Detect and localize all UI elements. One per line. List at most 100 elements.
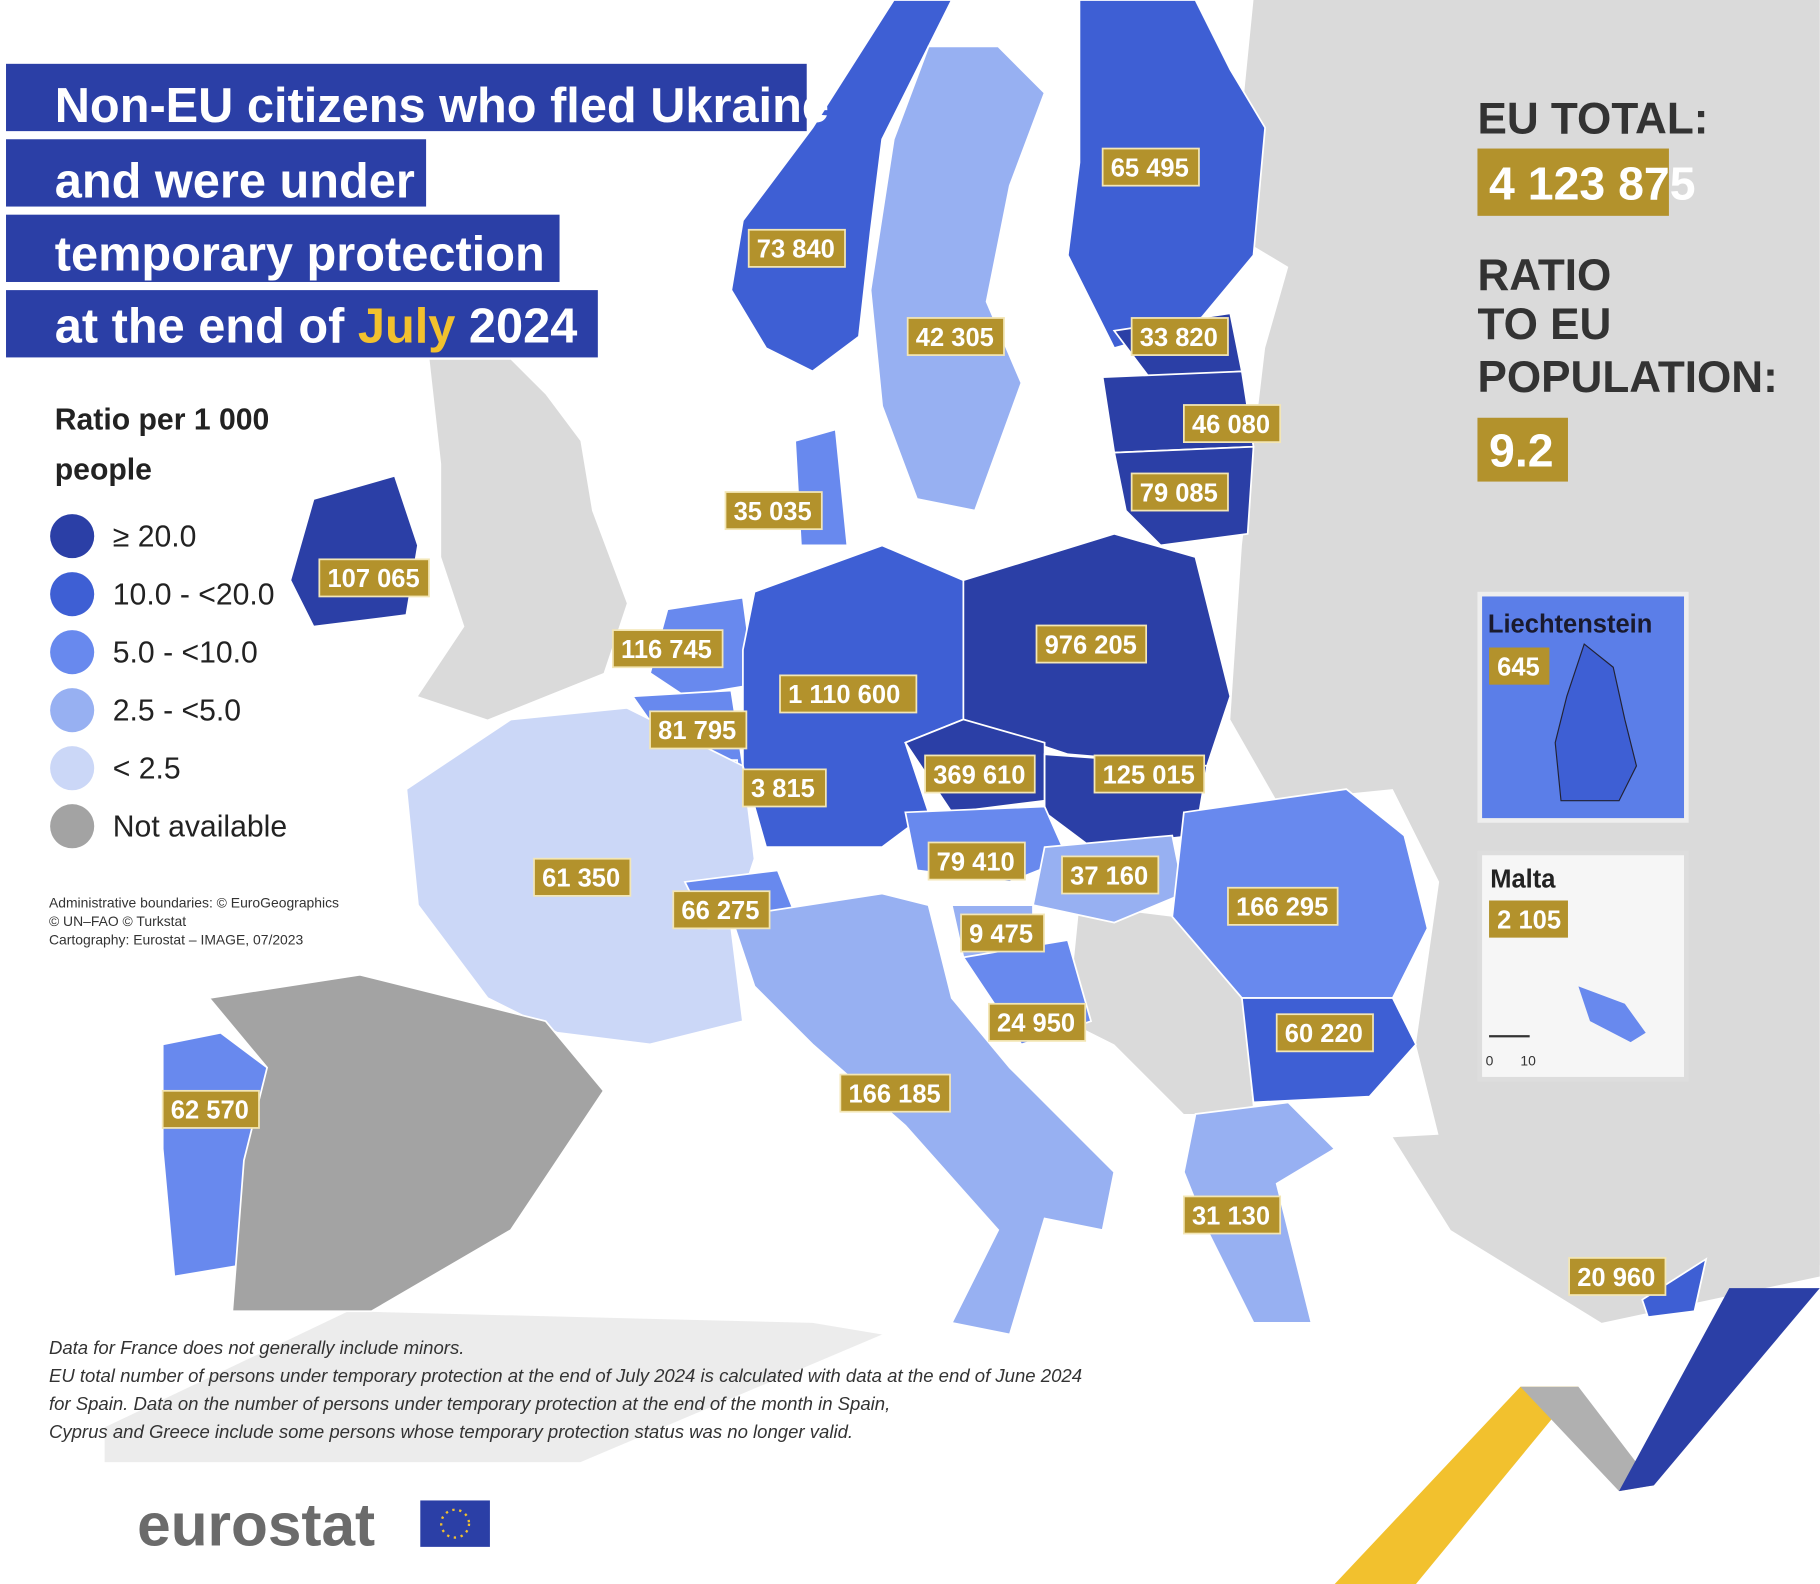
value-label-box <box>1275 1013 1374 1053</box>
value-label-box <box>1061 855 1160 895</box>
value-label-box <box>649 710 748 750</box>
summary-panel: EU TOTAL: 4 123 875 RATIO TO EU POPULATI… <box>1477 94 1778 482</box>
legend-label: 5.0 - <10.0 <box>113 637 258 670</box>
credit-2: © UN–FAO © Turkstat <box>49 913 186 929</box>
value-label-box <box>960 913 1045 953</box>
legend-swatch <box>50 746 95 791</box>
value-label-italy: 166 185 <box>848 1080 940 1108</box>
legend-label: < 2.5 <box>113 753 181 786</box>
value-label-box <box>742 768 827 808</box>
ratio-label-2: TO EU <box>1477 300 1611 349</box>
eu-total-value: 4 123 875 <box>1489 158 1695 210</box>
value-label-denmark: 35 035 <box>734 498 812 526</box>
ratio-label-3: POPULATION: <box>1477 353 1777 402</box>
value-label-box <box>1101 147 1200 187</box>
value-label-cyprus: 20 960 <box>1577 1264 1655 1292</box>
value-label-box <box>1182 404 1282 443</box>
value-label-box <box>988 1002 1087 1042</box>
value-label-box <box>1182 1195 1282 1235</box>
footnotes: Data for France does not generally inclu… <box>49 1337 1082 1442</box>
value-label-box <box>747 228 846 268</box>
value-label-poland: 976 205 <box>1045 631 1137 659</box>
credit-3: Cartography: Eurostat – IMAGE, 07/2023 <box>49 932 304 948</box>
inset-value: 2 105 <box>1497 906 1561 934</box>
value-label-portugal: 62 570 <box>171 1097 249 1125</box>
title-year: 2024 <box>455 299 577 353</box>
value-label-belgium: 81 795 <box>658 717 736 745</box>
value-label-box <box>612 629 724 669</box>
legend-title-1: Ratio per 1 000 <box>55 403 270 436</box>
value-label-slovakia: 125 015 <box>1103 761 1195 789</box>
value-label-luxembourg: 3 815 <box>751 775 815 803</box>
value-label-box <box>839 1073 951 1113</box>
inset-liechtenstein: Liechtenstein 645 <box>1477 591 1689 823</box>
value-label-box <box>724 491 823 531</box>
note-1: Data for France does not generally inclu… <box>49 1337 464 1358</box>
value-label-box <box>672 890 771 930</box>
value-label-austria: 79 410 <box>937 848 1015 876</box>
value-label-box <box>1130 317 1229 356</box>
title-line-1: Non-EU citizens who fled Ukraine <box>55 79 829 133</box>
legend-swatch <box>50 804 95 849</box>
value-label-hungary: 37 160 <box>1070 862 1148 890</box>
note-3: for Spain. Data on the number of persons… <box>49 1393 890 1414</box>
value-label-box <box>1227 886 1339 926</box>
eurostat-logo: eurostat <box>137 1491 490 1559</box>
inset-name: Malta <box>1490 866 1556 894</box>
country-cyprus <box>1641 1257 1708 1319</box>
value-label-switzerland: 66 275 <box>681 897 759 925</box>
legend-label: Not available <box>113 811 287 844</box>
value-label-greece: 31 130 <box>1192 1202 1270 1230</box>
inset-value: 645 <box>1497 653 1540 681</box>
legend-label: 2.5 - <5.0 <box>113 695 241 728</box>
credits: Administrative boundaries: © EuroGeograp… <box>49 894 339 947</box>
country-spain <box>207 973 605 1313</box>
value-label-box <box>906 317 1005 356</box>
country-italy <box>730 892 1116 1336</box>
value-label-germany: 1 110 600 <box>788 681 900 709</box>
value-label-croatia: 24 950 <box>997 1010 1075 1038</box>
value-label-box <box>1568 1257 1667 1296</box>
value-label-ireland: 107 065 <box>327 565 419 593</box>
inset-name: Liechtenstein <box>1488 610 1652 638</box>
scale-0: 0 <box>1486 1052 1494 1068</box>
credit-1: Administrative boundaries: © EuroGeograp… <box>49 894 339 910</box>
title-month: July <box>358 299 456 353</box>
eu-flag-icon <box>420 1500 490 1547</box>
value-label-netherlands: 116 745 <box>621 636 712 664</box>
value-label-box <box>924 754 1036 794</box>
legend: Ratio per 1 000 people ≥ 20.0 10.0 - <20.… <box>50 403 287 849</box>
logo-text: eurostat <box>137 1491 375 1559</box>
ratio-label-1: RATIO <box>1477 251 1611 300</box>
title-prefix: at the end of <box>55 299 358 353</box>
value-label-box <box>1093 754 1206 794</box>
map-title: Non-EU citizens who fled Ukraine and wer… <box>6 63 829 358</box>
value-label-norway: 73 840 <box>757 236 835 264</box>
legend-title-2: people <box>55 453 152 486</box>
title-line-3: temporary protection <box>55 227 545 281</box>
legend-swatch <box>50 572 95 617</box>
value-label-box <box>779 674 918 714</box>
country-norway <box>730 0 953 373</box>
value-label-bulgaria: 60 220 <box>1285 1020 1363 1048</box>
legend-swatch <box>50 514 95 559</box>
value-label-sweden: 42 305 <box>916 324 994 352</box>
note-4: Cyprus and Greece include some persons w… <box>49 1421 853 1442</box>
legend-label: ≥ 20.0 <box>113 521 197 554</box>
value-label-box <box>161 1089 260 1129</box>
legend-swatch <box>50 688 95 733</box>
value-label-latvia: 46 080 <box>1192 411 1270 439</box>
country-ireland <box>289 474 419 628</box>
note-2: EU total number of persons under tempora… <box>49 1365 1082 1386</box>
value-label-box <box>1130 472 1229 512</box>
country-sweden <box>869 45 1046 512</box>
scale-10: 10 <box>1520 1052 1536 1068</box>
decorative-ribbon <box>1334 1288 1820 1584</box>
ratio-value: 9.2 <box>1489 424 1554 476</box>
value-label-france: 61 350 <box>542 865 620 893</box>
value-label-box <box>1035 624 1148 664</box>
value-label-box <box>927 841 1026 881</box>
legend-label: 10.0 - <20.0 <box>113 579 275 612</box>
legend-swatch <box>50 630 95 675</box>
